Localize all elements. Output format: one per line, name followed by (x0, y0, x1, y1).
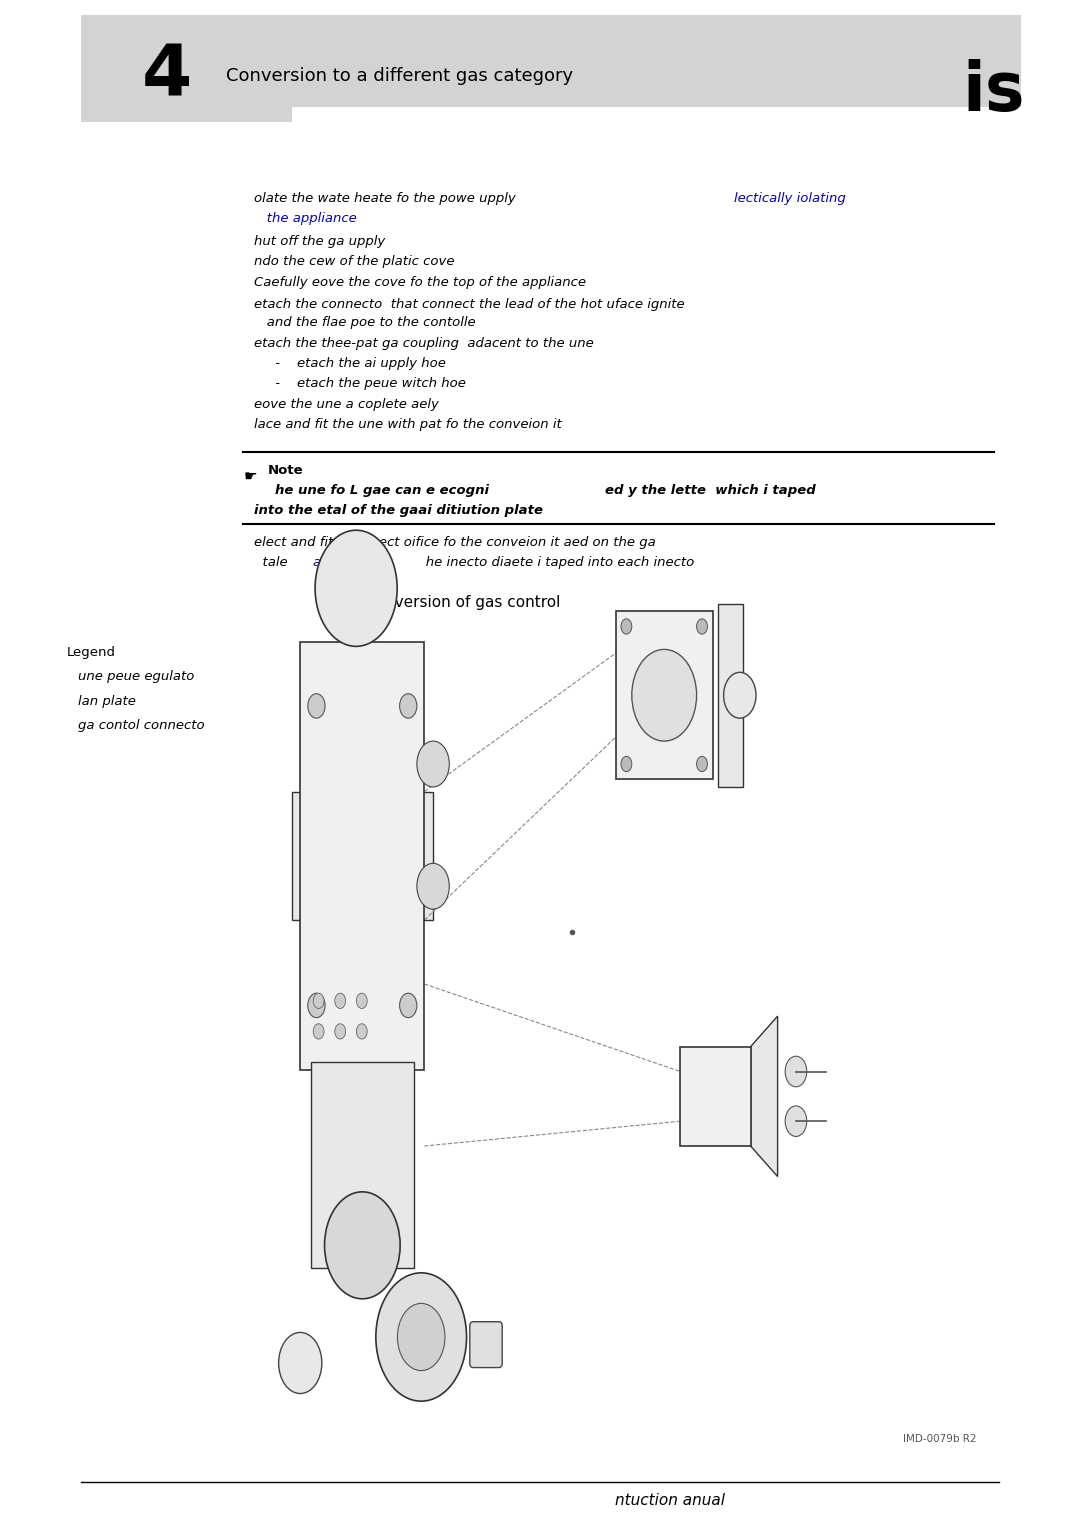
Text: olate the wate heate fo the powe upply: olate the wate heate fo the powe upply (254, 193, 515, 205)
Circle shape (785, 1106, 807, 1137)
FancyBboxPatch shape (300, 642, 424, 1070)
Polygon shape (751, 1016, 778, 1177)
Text: etach the connecto  that connect the lead of the hot uface ignite: etach the connecto that connect the lead… (254, 298, 685, 310)
Text: elect and fit the coect oifice fo the conveion it aed on the ga: elect and fit the coect oifice fo the co… (254, 536, 656, 549)
Text: ntuction anual: ntuction anual (615, 1493, 725, 1508)
Circle shape (313, 1024, 324, 1039)
Text: ☛: ☛ (244, 469, 257, 484)
Text: une peue egulato: une peue egulato (78, 671, 194, 683)
Text: is: is (962, 58, 1025, 125)
Text: Legend: Legend (67, 646, 116, 659)
Bar (81, 15, 292, 122)
Circle shape (325, 1192, 401, 1299)
Circle shape (621, 756, 632, 772)
Circle shape (397, 1303, 445, 1371)
Circle shape (697, 756, 707, 772)
Text: lan plate: lan plate (78, 695, 136, 707)
Bar (81, 15, 1021, 107)
Circle shape (621, 619, 632, 634)
Text: ed y the lette  which i taped: ed y the lette which i taped (605, 484, 815, 497)
Text: he une fo L gae can e ecogni: he une fo L gae can e ecogni (275, 484, 489, 497)
Circle shape (313, 993, 324, 1008)
Circle shape (376, 1273, 467, 1401)
Text: -    etach the ai upply hoe: - etach the ai upply hoe (254, 358, 446, 370)
Bar (346, 588, 367, 642)
Circle shape (356, 993, 367, 1008)
Circle shape (400, 694, 417, 718)
Text: Note: Note (268, 465, 303, 477)
Circle shape (315, 530, 397, 646)
Circle shape (632, 649, 697, 741)
Circle shape (308, 694, 325, 718)
Text: tale: tale (254, 556, 287, 568)
Text: 4: 4 (143, 41, 192, 112)
FancyBboxPatch shape (616, 611, 713, 779)
Text: he inecto diaete i taped into each inecto: he inecto diaete i taped into each inect… (362, 556, 694, 568)
Text: a data: a data (313, 556, 355, 568)
Bar (311, 1062, 414, 1268)
Text: -    etach the peue witch hoe: - etach the peue witch hoe (254, 377, 465, 390)
Circle shape (279, 1332, 322, 1394)
Text: Caefully eove the cove fo the top of the appliance: Caefully eove the cove fo the top of the… (254, 277, 585, 289)
Text: ndo the cew of the platic cove: ndo the cew of the platic cove (254, 255, 455, 267)
Circle shape (356, 1024, 367, 1039)
Circle shape (308, 993, 325, 1018)
FancyBboxPatch shape (680, 1047, 751, 1146)
Text: lace and fit the une with pat fo the conveion it: lace and fit the une with pat fo the con… (254, 419, 562, 431)
Circle shape (417, 863, 449, 909)
Circle shape (417, 741, 449, 787)
Text: the appliance: the appliance (254, 212, 356, 225)
Text: eove the une a coplete aely: eove the une a coplete aely (254, 399, 438, 411)
Text: etach the thee-pat ga coupling  adacent to the une: etach the thee-pat ga coupling adacent t… (254, 338, 594, 350)
Circle shape (335, 1024, 346, 1039)
Circle shape (785, 1056, 807, 1086)
Text: IMD-0079b R2: IMD-0079b R2 (903, 1435, 976, 1444)
Circle shape (335, 993, 346, 1008)
Text: hut off the ga upply: hut off the ga upply (254, 235, 386, 248)
Polygon shape (718, 604, 743, 787)
Text: Conversion to a different gas category: Conversion to a different gas category (226, 67, 573, 86)
FancyBboxPatch shape (470, 1322, 502, 1368)
Circle shape (697, 619, 707, 634)
Text: Conversion of gas control: Conversion of gas control (365, 594, 561, 610)
Circle shape (724, 672, 756, 718)
FancyBboxPatch shape (292, 792, 433, 920)
Circle shape (400, 993, 417, 1018)
Text: ga contol connecto: ga contol connecto (78, 720, 204, 732)
Text: lectically iolating: lectically iolating (734, 193, 846, 205)
Text: into the etal of the gaai ditiution plate: into the etal of the gaai ditiution plat… (254, 504, 543, 516)
Text: and the flae poe to the contolle: and the flae poe to the contolle (254, 316, 475, 329)
